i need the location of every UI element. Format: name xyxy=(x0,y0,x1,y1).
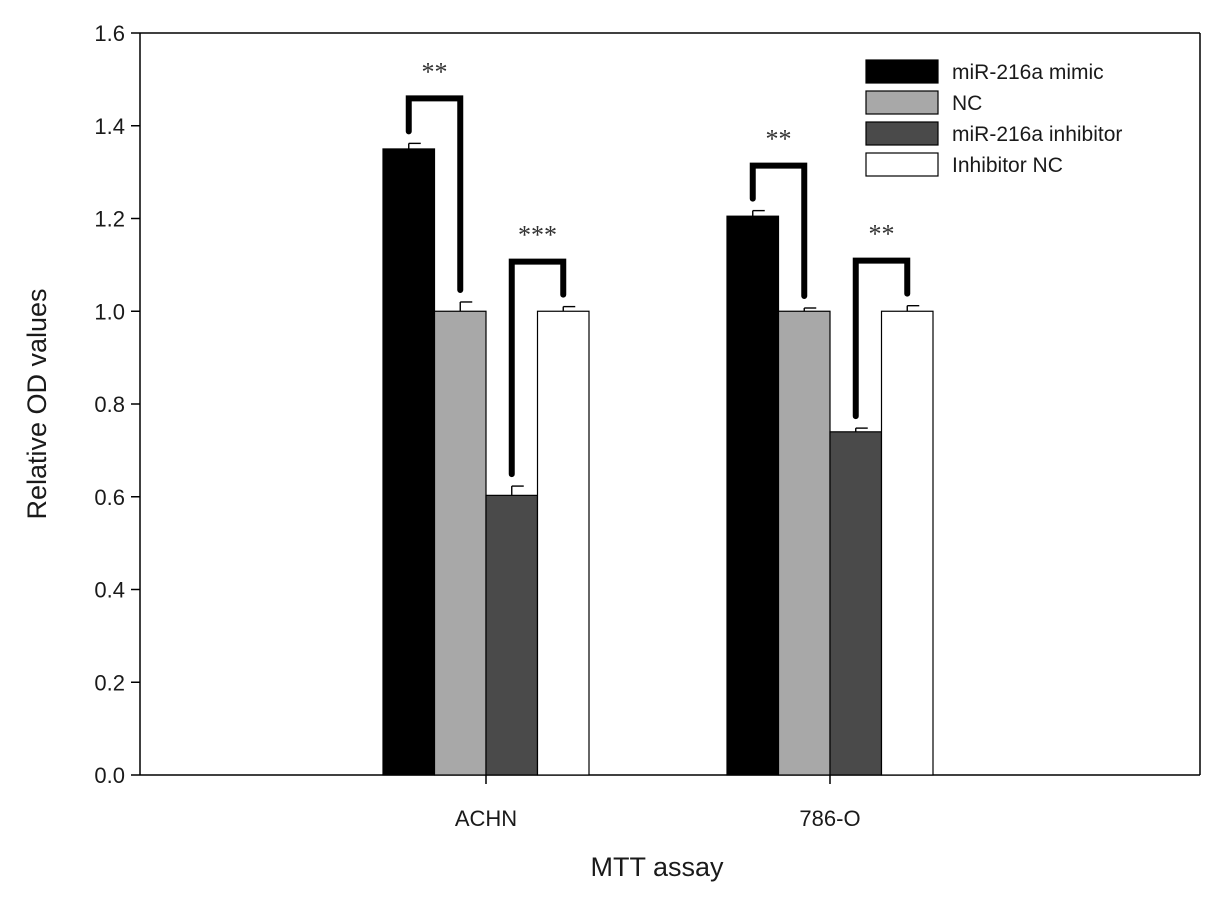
x-tick-label: 786-O xyxy=(799,806,860,831)
y-tick-label: 0.2 xyxy=(94,670,125,695)
x-tick-label: ACHN xyxy=(455,806,517,831)
bar xyxy=(829,431,883,776)
y-tick-label: 0.4 xyxy=(94,578,125,603)
y-tick-label: 0.0 xyxy=(94,763,125,788)
bar xyxy=(433,310,487,776)
bar xyxy=(726,215,780,776)
significance-bracket xyxy=(405,95,464,293)
bar xyxy=(382,148,436,776)
y-tick-label: 0.6 xyxy=(94,485,125,510)
significance-label: ** xyxy=(422,57,448,86)
legend-swatch xyxy=(865,59,939,84)
significance-bracket xyxy=(749,162,808,300)
bar xyxy=(536,310,590,776)
y-tick-label: 1.0 xyxy=(94,299,125,324)
bars xyxy=(382,142,934,776)
y-tick-label: 1.4 xyxy=(94,114,125,139)
significance-bracket xyxy=(852,257,911,420)
significance-label: ** xyxy=(869,220,895,249)
legend-label: NC xyxy=(952,92,982,115)
legend-label: Inhibitor NC xyxy=(952,154,1063,177)
bar xyxy=(485,494,539,776)
bar xyxy=(777,310,831,776)
significance-annotations: ********* xyxy=(405,57,911,478)
legend: miR-216a mimic NC miR-216a inhibitor Inhibi… xyxy=(865,59,1122,177)
y-tick-label: 0.8 xyxy=(94,392,125,417)
legend-swatch xyxy=(865,90,939,115)
significance-label: *** xyxy=(518,221,557,250)
legend-label: miR-216a inhibitor xyxy=(952,123,1122,146)
legend-swatch xyxy=(865,121,939,146)
significance-label: ** xyxy=(766,125,792,154)
axes: 0.0 0.2 0.4 0.6 0.8 1.0 1.2 1.4 1.6 ACHN 786-O xyxy=(94,21,1201,831)
legend-swatch xyxy=(865,152,939,177)
significance-bracket xyxy=(508,258,567,478)
x-axis-title: MTT assay xyxy=(590,852,724,882)
y-axis-title: Relative OD values xyxy=(22,288,52,519)
y-tick-label: 1.6 xyxy=(94,21,125,46)
bar xyxy=(880,310,934,776)
legend-label: miR-216a mimic xyxy=(952,61,1104,84)
y-tick-label: 1.2 xyxy=(94,207,125,232)
